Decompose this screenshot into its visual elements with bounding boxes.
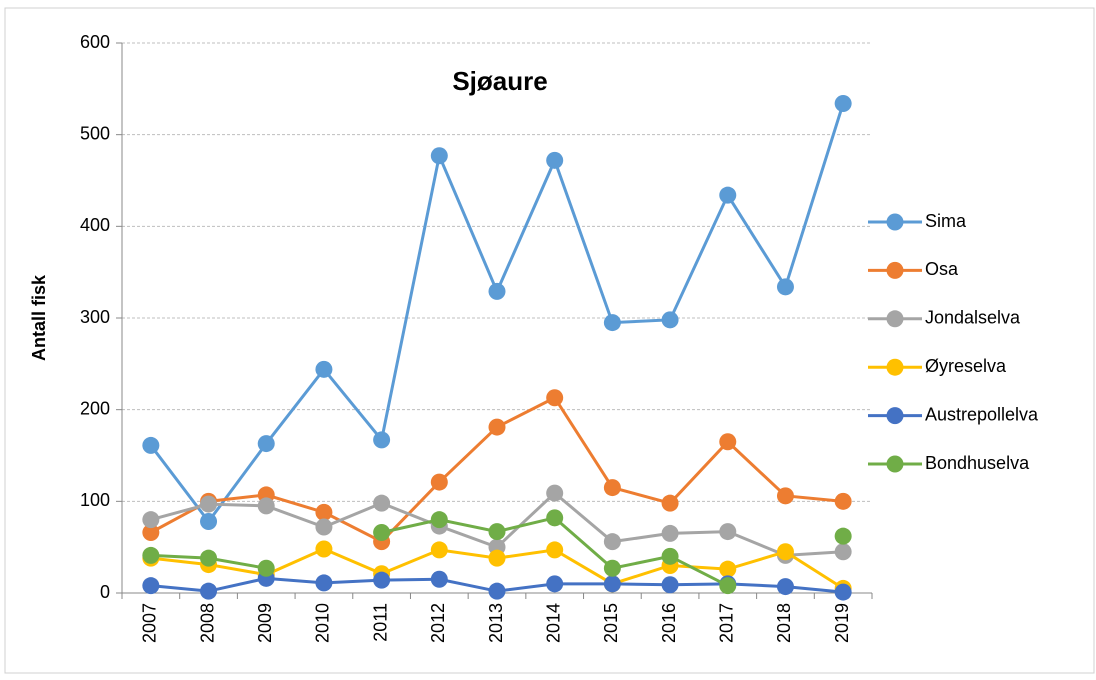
data-point <box>488 523 506 541</box>
legend-label: Osa <box>925 259 959 279</box>
data-point <box>200 495 218 513</box>
legend-swatch-marker <box>886 407 904 425</box>
data-point <box>488 549 506 567</box>
legend-swatch-marker <box>886 261 904 279</box>
y-tick-label: 500 <box>80 123 110 143</box>
data-point <box>315 360 333 378</box>
data-point <box>315 518 333 536</box>
data-point <box>719 433 737 451</box>
legend-swatch-marker <box>886 358 904 376</box>
data-point <box>488 282 506 300</box>
x-tick-label: 2018 <box>774 603 794 643</box>
data-point <box>776 578 794 596</box>
x-tick-label: 2015 <box>601 603 621 643</box>
data-point <box>257 497 275 515</box>
x-tick-label: 2014 <box>543 603 563 643</box>
data-point <box>315 540 333 558</box>
chart-title: Sjøaure <box>452 66 547 96</box>
legend-swatch-marker <box>886 310 904 328</box>
data-point <box>776 543 794 561</box>
data-point <box>661 311 679 329</box>
y-tick-label: 100 <box>80 490 110 510</box>
data-point <box>142 511 160 529</box>
data-point <box>546 151 564 169</box>
data-point <box>142 546 160 564</box>
data-point <box>546 484 564 502</box>
x-tick-label: 2010 <box>313 603 333 643</box>
data-point <box>315 503 333 521</box>
data-point <box>834 95 852 112</box>
data-point <box>200 582 218 600</box>
x-tick-label: 2011 <box>370 603 390 642</box>
y-axis-label: Antall fisk <box>29 274 49 361</box>
legend-label: Austrepollelva <box>925 404 1039 424</box>
data-point <box>603 479 621 497</box>
data-point <box>142 577 160 595</box>
data-point <box>719 560 737 578</box>
x-tick-label: 2012 <box>428 603 448 643</box>
y-tick-label: 0 <box>100 582 110 602</box>
x-tick-label: 2008 <box>197 603 217 643</box>
data-point <box>661 547 679 565</box>
data-point <box>603 575 621 593</box>
data-point <box>142 524 160 541</box>
legend-label: Jondalselva <box>925 308 1021 328</box>
data-point <box>430 541 448 559</box>
data-point <box>546 575 564 593</box>
chart-frame <box>4 7 1095 674</box>
data-point <box>200 513 218 530</box>
data-point <box>373 524 391 541</box>
y-tick-label: 400 <box>80 215 110 235</box>
data-point <box>603 314 621 332</box>
data-point <box>257 435 275 453</box>
data-point <box>603 559 621 577</box>
x-tick-label: 2017 <box>717 603 737 643</box>
data-point <box>257 559 275 577</box>
x-tick-label: 2007 <box>140 603 160 643</box>
data-point <box>373 494 391 512</box>
data-point <box>373 571 391 589</box>
data-point <box>430 511 448 529</box>
data-point <box>142 436 160 454</box>
data-point <box>719 577 737 595</box>
x-tick-label: 2009 <box>255 603 275 643</box>
data-point <box>661 494 679 512</box>
data-point <box>834 527 852 545</box>
data-point <box>373 431 391 449</box>
data-point <box>776 487 794 505</box>
data-point <box>834 492 852 510</box>
data-point <box>200 549 218 567</box>
data-point <box>661 576 679 594</box>
data-point <box>430 147 448 165</box>
data-point <box>546 541 564 559</box>
data-point <box>488 418 506 436</box>
data-point <box>834 543 852 561</box>
data-point <box>719 523 737 541</box>
data-point <box>603 533 621 551</box>
data-point <box>488 582 506 600</box>
legend-swatch-marker <box>886 213 904 231</box>
data-point <box>546 389 564 407</box>
data-point <box>834 583 852 601</box>
x-tick-label: 2016 <box>659 603 679 643</box>
legend-label: Bondhuselva <box>925 453 1030 473</box>
data-point <box>776 278 794 296</box>
legend-label: Øyreselva <box>925 356 1007 376</box>
data-point <box>719 186 737 204</box>
x-tick-label: 2019 <box>832 603 852 643</box>
data-point <box>546 509 564 527</box>
legend-swatch-marker <box>886 455 904 473</box>
y-tick-label: 600 <box>80 32 110 52</box>
data-point <box>661 524 679 542</box>
y-tick-label: 200 <box>80 398 110 418</box>
data-point <box>430 473 448 491</box>
legend-label: Sima <box>925 211 967 231</box>
data-point <box>315 574 333 592</box>
y-tick-label: 300 <box>80 307 110 327</box>
x-tick-label: 2013 <box>486 603 506 643</box>
data-point <box>430 570 448 588</box>
